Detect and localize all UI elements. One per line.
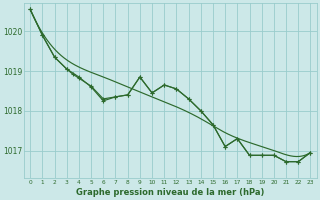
X-axis label: Graphe pression niveau de la mer (hPa): Graphe pression niveau de la mer (hPa) xyxy=(76,188,265,197)
